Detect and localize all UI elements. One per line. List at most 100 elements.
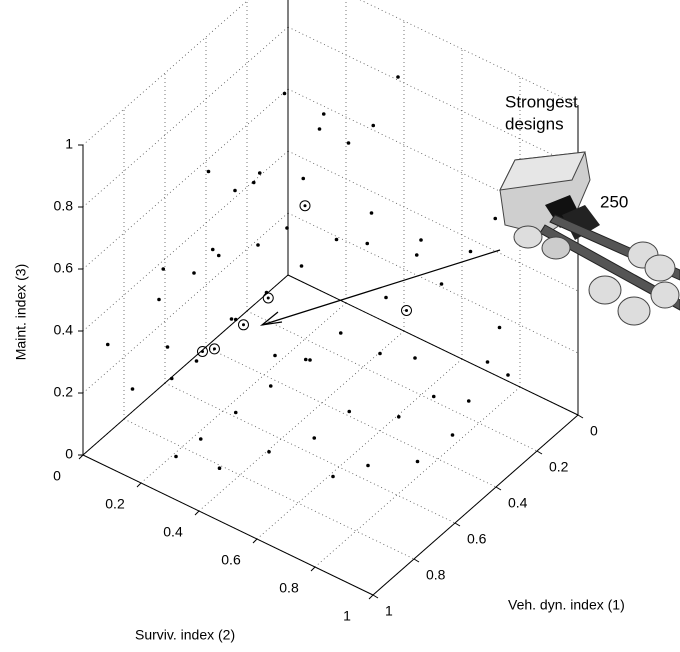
point xyxy=(308,358,312,362)
point xyxy=(258,171,262,175)
point xyxy=(370,211,374,215)
point xyxy=(347,410,351,414)
point xyxy=(506,373,510,377)
point xyxy=(174,455,178,459)
grid-line xyxy=(206,347,496,487)
point xyxy=(378,352,382,356)
point xyxy=(207,170,211,174)
y-tick-label: 1 xyxy=(343,608,351,624)
point xyxy=(396,75,400,79)
point xyxy=(199,437,203,441)
point xyxy=(256,243,260,247)
point xyxy=(301,177,305,181)
point xyxy=(397,415,401,419)
point xyxy=(322,112,326,116)
z-tick-label: 0.6 xyxy=(54,260,74,276)
highlight-center xyxy=(304,204,307,207)
grid-line xyxy=(83,89,288,269)
tick-mark xyxy=(455,523,460,526)
tick-mark xyxy=(578,415,583,418)
y-axis-label: Surviv. index (2) xyxy=(135,627,235,643)
point xyxy=(451,433,455,437)
annotation-value: 250 xyxy=(600,192,628,211)
point xyxy=(365,242,369,246)
grid-line xyxy=(247,311,537,451)
point xyxy=(283,92,287,96)
point xyxy=(366,464,370,468)
tick-mark xyxy=(537,451,542,454)
annotation-arrow xyxy=(262,250,500,325)
highlight-center xyxy=(213,347,216,350)
x-tick-label: 0.8 xyxy=(426,567,446,583)
tick-mark xyxy=(496,487,501,490)
point xyxy=(230,317,234,321)
point xyxy=(131,387,135,391)
tick-mark xyxy=(311,567,315,571)
arrow-head xyxy=(262,312,282,325)
axis-edge xyxy=(83,275,288,455)
point xyxy=(384,296,388,300)
grid-line xyxy=(83,27,288,207)
point xyxy=(300,264,304,268)
point xyxy=(285,226,289,230)
point xyxy=(415,253,419,257)
point xyxy=(161,267,165,271)
x-tick-label: 0.6 xyxy=(467,531,487,547)
grid-line xyxy=(83,151,288,331)
point xyxy=(233,189,237,193)
point xyxy=(331,475,335,479)
axis-edge xyxy=(288,275,578,415)
grid-line xyxy=(257,359,462,539)
y-tick-label: 0.6 xyxy=(221,552,241,568)
grid-line xyxy=(315,387,520,567)
point xyxy=(440,282,444,286)
grid-line xyxy=(288,0,578,105)
point xyxy=(195,359,199,363)
point xyxy=(339,331,343,335)
chart: 00.20.40.60.8100.20.40.60.8100.20.40.60.… xyxy=(0,0,680,652)
annotation: Strongest xyxy=(505,92,578,111)
annotation: designs xyxy=(505,114,564,133)
point xyxy=(371,124,375,128)
point xyxy=(252,181,256,185)
highlight-center xyxy=(242,323,245,326)
point xyxy=(192,271,196,275)
tick-mark xyxy=(195,511,199,515)
point xyxy=(157,298,161,302)
point xyxy=(211,248,215,252)
point xyxy=(467,399,471,403)
point xyxy=(267,450,271,454)
point xyxy=(269,384,273,388)
x-tick-label: 0.2 xyxy=(549,459,569,475)
axis-edge xyxy=(83,455,373,595)
y-tick-label: 0.2 xyxy=(105,496,125,512)
point xyxy=(318,127,322,131)
y-tick-label: 0 xyxy=(53,468,61,484)
truck-illustration xyxy=(500,152,680,325)
point xyxy=(413,356,417,360)
x-tick-label: 0.4 xyxy=(508,495,528,511)
x-tick-label: 1 xyxy=(385,603,393,619)
x-axis-label: Veh. dyn. index (1) xyxy=(508,597,625,613)
tick-mark xyxy=(373,595,378,598)
x-tick-label: 0 xyxy=(590,423,598,439)
highlight-center xyxy=(405,309,408,312)
point xyxy=(304,358,308,362)
point xyxy=(469,250,473,254)
point xyxy=(493,217,497,221)
z-tick-label: 1 xyxy=(65,136,73,152)
highlight-center xyxy=(201,350,204,353)
point xyxy=(106,343,110,347)
tick-mark xyxy=(253,539,257,543)
point xyxy=(347,141,351,145)
z-tick-label: 0 xyxy=(65,446,73,462)
point xyxy=(432,395,436,399)
z-tick-label: 0.2 xyxy=(54,384,74,400)
point xyxy=(419,238,423,242)
z-axis-label: Maint. index (3) xyxy=(13,264,29,360)
point xyxy=(234,411,238,415)
axis-edge xyxy=(373,415,578,595)
point xyxy=(498,326,502,330)
point xyxy=(170,377,174,381)
highlight-center xyxy=(267,297,270,300)
